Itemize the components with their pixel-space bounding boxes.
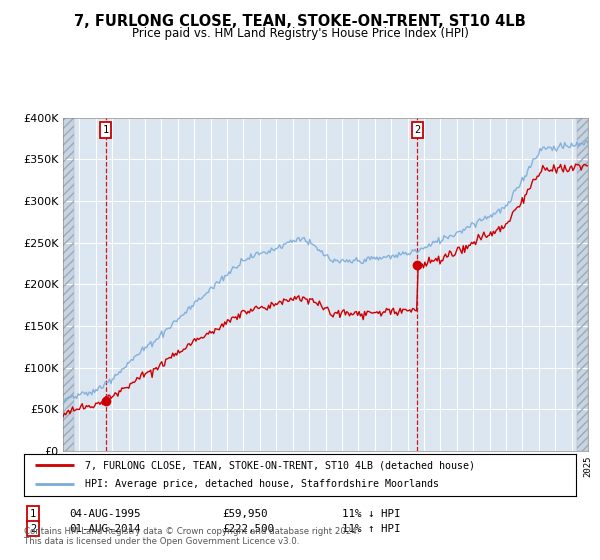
Text: £222,500: £222,500 [222, 524, 274, 534]
Text: 7, FURLONG CLOSE, TEAN, STOKE-ON-TRENT, ST10 4LB: 7, FURLONG CLOSE, TEAN, STOKE-ON-TRENT, … [74, 14, 526, 29]
Text: Price paid vs. HM Land Registry's House Price Index (HPI): Price paid vs. HM Land Registry's House … [131, 27, 469, 40]
Text: 2: 2 [30, 524, 36, 534]
Text: 7, FURLONG CLOSE, TEAN, STOKE-ON-TRENT, ST10 4LB (detached house): 7, FURLONG CLOSE, TEAN, STOKE-ON-TRENT, … [85, 460, 475, 470]
Text: 11% ↓ HPI: 11% ↓ HPI [342, 509, 401, 519]
Text: 1: 1 [103, 125, 109, 135]
Text: 11% ↑ HPI: 11% ↑ HPI [342, 524, 401, 534]
Text: £59,950: £59,950 [222, 509, 268, 519]
Text: 01-AUG-2014: 01-AUG-2014 [69, 524, 140, 534]
Text: HPI: Average price, detached house, Staffordshire Moorlands: HPI: Average price, detached house, Staf… [85, 479, 439, 489]
Polygon shape [63, 118, 74, 451]
Text: 1: 1 [30, 509, 36, 519]
Text: 2: 2 [414, 125, 421, 135]
Text: Contains HM Land Registry data © Crown copyright and database right 2024.
This d: Contains HM Land Registry data © Crown c… [24, 526, 359, 546]
Polygon shape [577, 118, 588, 451]
Text: 04-AUG-1995: 04-AUG-1995 [69, 509, 140, 519]
